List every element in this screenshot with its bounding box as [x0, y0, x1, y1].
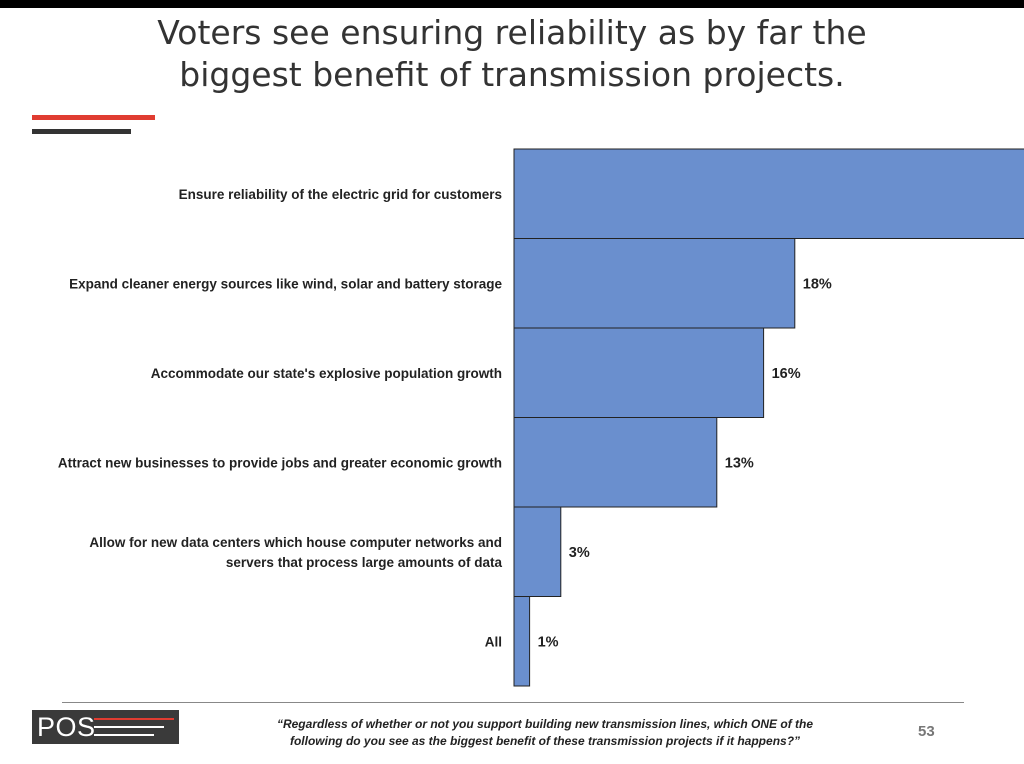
logo-text: POS: [37, 712, 96, 742]
bar-2: [513, 327, 765, 418]
value-label-3: 13%: [725, 455, 754, 471]
title-line-2: biggest benefit of transmission projects…: [179, 55, 845, 94]
title-line-1: Voters see ensuring reliability as by fa…: [157, 13, 867, 52]
accent-bar-dark: [32, 129, 131, 134]
value-label-5: 1%: [538, 634, 559, 650]
category-label-0: Ensure reliability of the electric grid …: [179, 187, 502, 202]
value-label-1: 18%: [803, 276, 832, 292]
slide-title: Voters see ensuring reliability as by fa…: [0, 12, 1024, 96]
value-label-2: 16%: [772, 366, 801, 382]
category-label-2: Accommodate our state's explosive popula…: [151, 366, 502, 381]
page-number: 53: [918, 723, 935, 740]
top-black-strip: [0, 0, 1024, 8]
survey-question-footnote: “Regardless of whether or not you suppor…: [230, 716, 860, 750]
logo-stripe-1: [94, 718, 174, 720]
bar-0: [513, 148, 1024, 239]
logo-stripe-3: [94, 734, 154, 736]
category-label-5: All: [485, 634, 502, 649]
bar-chart: 47%Ensure reliability of the electric gr…: [58, 148, 1024, 687]
bar-5: [513, 596, 531, 687]
value-label-4: 3%: [569, 545, 590, 561]
bar-1: [513, 238, 796, 329]
footer-divider: [62, 702, 964, 703]
category-label-4-line-0: Allow for new data centers which house c…: [89, 535, 502, 550]
pos-logo: POS: [32, 710, 179, 744]
bar-3: [513, 417, 718, 508]
category-label-4-line-1: servers that process large amounts of da…: [226, 555, 503, 570]
category-label-1: Expand cleaner energy sources like wind,…: [69, 276, 502, 291]
category-label-3: Attract new businesses to provide jobs a…: [58, 455, 502, 470]
accent-bar-red: [32, 115, 155, 120]
logo-stripe-2: [94, 726, 164, 728]
bar-4: [513, 506, 562, 597]
footnote-line-2: following do you see as the biggest bene…: [289, 734, 801, 748]
footnote-line-1: “Regardless of whether or not you suppor…: [276, 717, 814, 731]
